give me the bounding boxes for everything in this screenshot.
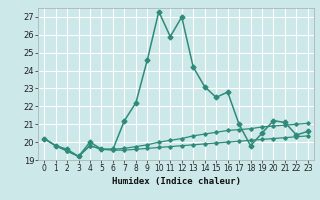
X-axis label: Humidex (Indice chaleur): Humidex (Indice chaleur) <box>111 177 241 186</box>
